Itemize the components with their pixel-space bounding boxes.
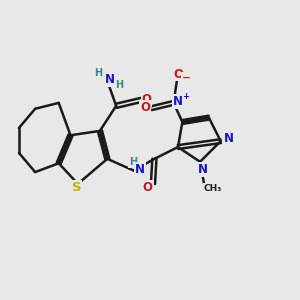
Text: H: H: [129, 157, 137, 167]
Text: H: H: [116, 80, 124, 90]
Text: CH₃: CH₃: [204, 184, 222, 193]
Text: N: N: [198, 163, 208, 176]
Text: O: O: [142, 181, 153, 194]
Text: O: O: [140, 101, 150, 114]
Text: N: N: [135, 163, 145, 176]
Text: N: N: [105, 73, 115, 86]
Text: −: −: [182, 73, 191, 83]
Text: N: N: [224, 132, 234, 145]
Text: N: N: [173, 95, 183, 108]
Text: S: S: [72, 181, 81, 194]
Text: H: H: [94, 68, 102, 78]
Text: O: O: [142, 93, 152, 106]
Text: O: O: [174, 68, 184, 80]
Text: +: +: [182, 92, 189, 101]
